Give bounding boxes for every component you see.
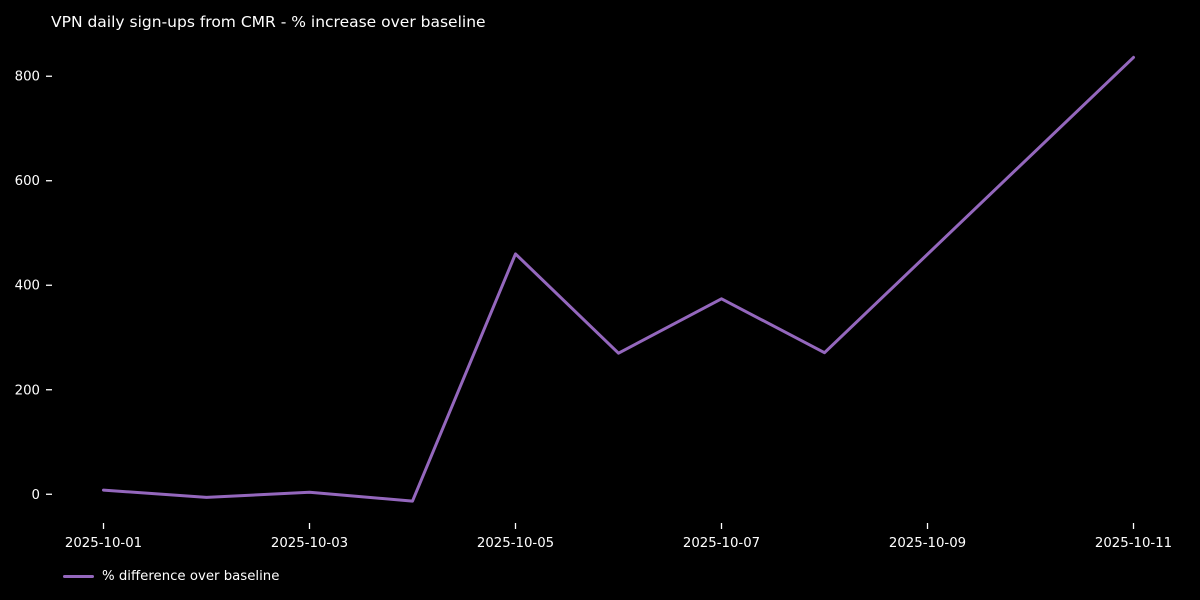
y-tick-label: 0	[32, 488, 40, 503]
y-tick-label: 600	[15, 174, 40, 189]
series-line	[102, 55, 1135, 503]
legend-label: % difference over baseline	[102, 569, 280, 584]
chart-title: VPN daily sign-ups from CMR - % increase…	[51, 13, 486, 31]
x-tick-label: 2025-10-01	[65, 536, 142, 551]
y-tick-label: 800	[15, 70, 40, 85]
x-tick-label: 2025-10-07	[683, 536, 760, 551]
y-tick-label: 400	[15, 279, 40, 294]
legend: % difference over baseline	[63, 568, 279, 585]
x-tick-label: 2025-10-09	[889, 536, 966, 551]
x-tick-label: 2025-10-03	[271, 536, 348, 551]
y-tick-label: 200	[15, 383, 40, 398]
x-tick-label: 2025-10-11	[1095, 536, 1172, 551]
legend-line-swatch-icon	[63, 574, 94, 579]
plot-area: 0 200 400 600 800 2025-10-01 2025-10-03 2025-10…	[15, 55, 1172, 551]
x-tick-label: 2025-10-05	[477, 536, 554, 551]
